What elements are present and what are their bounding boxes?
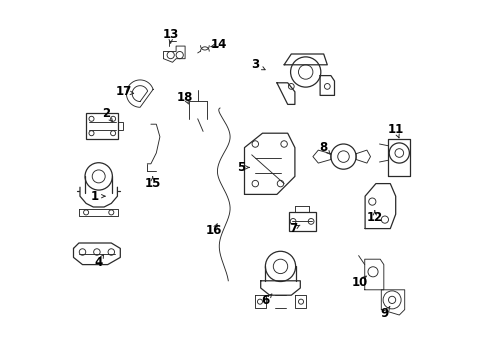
Text: 16: 16 (205, 224, 222, 237)
Text: 7: 7 (288, 222, 297, 235)
Polygon shape (126, 80, 153, 107)
Text: 13: 13 (162, 28, 179, 41)
Text: 1: 1 (91, 190, 99, 203)
Text: 18: 18 (177, 91, 193, 104)
Text: 10: 10 (351, 276, 367, 289)
Text: 15: 15 (144, 177, 161, 190)
Text: 8: 8 (319, 141, 327, 154)
Text: 9: 9 (380, 307, 388, 320)
Bar (118, 122, 122, 130)
Text: 6: 6 (261, 294, 269, 307)
Text: 3: 3 (251, 58, 259, 71)
Text: 4: 4 (94, 256, 102, 269)
Text: 12: 12 (366, 211, 382, 224)
Text: 14: 14 (211, 39, 227, 51)
Text: 2: 2 (102, 107, 110, 120)
Bar (86, 113, 118, 139)
Text: 17: 17 (116, 85, 132, 98)
Text: 11: 11 (387, 123, 403, 136)
Bar (288, 211, 315, 231)
Text: 5: 5 (236, 161, 244, 174)
